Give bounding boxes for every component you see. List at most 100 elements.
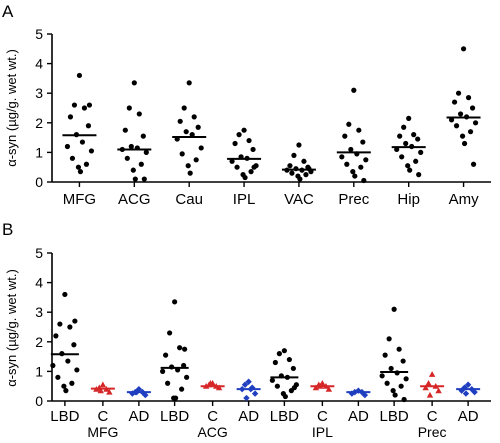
panel-a-data-point (303, 172, 309, 178)
panel-b-y-tick-label: 3 (35, 304, 43, 320)
panel-a-data-point (358, 164, 364, 170)
panel-a-data-point (399, 154, 405, 160)
panel-a-data-point (461, 140, 468, 147)
panel-b-letter: B (2, 220, 13, 239)
panel-a-y-tick-label: 5 (35, 26, 43, 42)
panel-a-data-point (132, 176, 138, 182)
panel-a-data-point (232, 140, 238, 147)
panel-b-y-axis-title: α-syn (µg/g. wet wt.) (4, 269, 19, 387)
panel-a-data-point (179, 151, 185, 157)
panel-a-data-point (141, 176, 147, 182)
panel-a-data-point (195, 124, 201, 130)
panel-b-lbd-point (391, 306, 397, 312)
panel-b-ad-point (241, 381, 249, 388)
panel-b-ad-point (142, 391, 149, 399)
panel-b-lbd-point (182, 346, 188, 352)
panel-a-data-point (363, 157, 369, 163)
panel-b-subcategory-label: C (207, 408, 218, 425)
panel-a-data-point (418, 149, 424, 155)
panel-b-lbd-point (290, 365, 296, 372)
panel-b-lbd-point (74, 367, 80, 373)
panel-a-data-point (339, 154, 345, 160)
panel-a-data-point (241, 127, 247, 133)
panel-b-lbd-point (172, 299, 178, 305)
panel-a-data-point (348, 146, 354, 153)
panel-a-data-point (138, 161, 144, 167)
panel-a-data-point (242, 174, 248, 181)
panel-b-lbd-point (276, 351, 282, 357)
panel-b-lbd-point (386, 336, 392, 342)
panel-b-group-label: MFG (87, 424, 118, 440)
panel-b-control-point (215, 384, 223, 391)
panel-a-data-point (415, 136, 421, 142)
panel-b-group-label: IPL (312, 424, 333, 440)
panel-a-data-point (88, 148, 95, 154)
panel-b-control-point (106, 388, 113, 395)
panel-b-y-tick-label: 1 (35, 363, 43, 379)
panel-a-data-point (296, 142, 302, 148)
panel-b-lbd-point (65, 358, 71, 364)
panel-b-control-point (97, 387, 104, 394)
panel-b: B α-syn (µg/g. wet wt.) 0 1 2 3 4 5 MFG LBD C AD… (2, 220, 491, 440)
panel-a-data-point (465, 95, 472, 101)
panel-b-lbd-point (392, 392, 398, 398)
panel-a-data-point (453, 123, 460, 129)
panel-b-ad-point (251, 390, 259, 397)
panel-a-y-tick-label: 2 (35, 115, 43, 131)
panel-a-data-point (186, 80, 192, 86)
panel-b-control-point (325, 385, 333, 392)
panel-a-data-point (470, 161, 477, 167)
panel-b-lbd-point (390, 388, 396, 394)
panel-a-data-point (83, 161, 90, 167)
panel-b-lbd-point (177, 345, 183, 351)
panel-b-lbd-point (69, 380, 75, 386)
panel-b-group-label: Prec (418, 424, 447, 440)
panel-b-lbd-point (62, 291, 68, 298)
panel-b-lbd-point (55, 374, 61, 380)
panel-a-data-point (79, 139, 86, 145)
panel-b-subcategory-label: LBD (160, 408, 189, 425)
panel-b-lbd-point (400, 358, 406, 364)
panel-b-subcategory-label: C (427, 408, 438, 425)
panel-a-data-point (236, 132, 242, 138)
panel-a-data-point (67, 114, 74, 120)
panel-a-data-point (191, 114, 197, 120)
panel-a-data-point (460, 46, 467, 52)
panel-a-y-axis-title: α-syn (µg/g. wet wt.) (4, 49, 19, 167)
panel-a-data-point (344, 161, 350, 167)
panel-b-y-tick-label: 0 (35, 393, 43, 409)
panel-a-data-point (198, 145, 204, 151)
panel-b-control-point (207, 380, 214, 386)
panel-b-lbd-point (282, 393, 288, 400)
panel-b-lbd-point (63, 388, 69, 394)
panel-b-control-point (426, 391, 434, 398)
panel-a-data-point (455, 90, 462, 96)
panel-a-category-label: Prec (338, 191, 369, 208)
panel-b-lbd-point (173, 395, 179, 401)
panel-a-category-label: IPL (233, 191, 256, 208)
panel-a-data-point (140, 133, 146, 139)
panel-a-data-point (291, 152, 297, 158)
panel-a-data-point (130, 167, 136, 173)
panel-b-subcategory-label: LBD (380, 408, 409, 425)
panel-a-data-point (189, 132, 195, 138)
panel-b-lbd-point (53, 333, 59, 339)
panel-a-data-point (250, 146, 256, 153)
panel-a-data-point (287, 163, 293, 169)
panel-b-lbd-point (184, 374, 190, 380)
panel-b-ad-point (245, 378, 252, 385)
panel-a-data-point (472, 120, 479, 126)
panel-b-control-point (435, 387, 442, 394)
panel-a-data-point (177, 118, 183, 124)
panel-b-ad-point (243, 394, 250, 402)
panel-b-subcategory-label: C (97, 408, 108, 425)
panel-a-data-point (361, 177, 367, 184)
panel-b-lbd-point (379, 373, 385, 379)
panel-a-data-point (124, 155, 130, 161)
panel-a-data-point (459, 133, 466, 139)
panel-a-data-point (360, 139, 366, 145)
panel-a: A α-syn (µg/g. wet wt.) 0 1 2 3 4 5 MFG ACG Cau… (2, 2, 491, 208)
panel-b-ad-point (464, 381, 472, 388)
panel-b-lbd-point (167, 330, 173, 336)
panel-b-lbd-point (382, 352, 388, 358)
